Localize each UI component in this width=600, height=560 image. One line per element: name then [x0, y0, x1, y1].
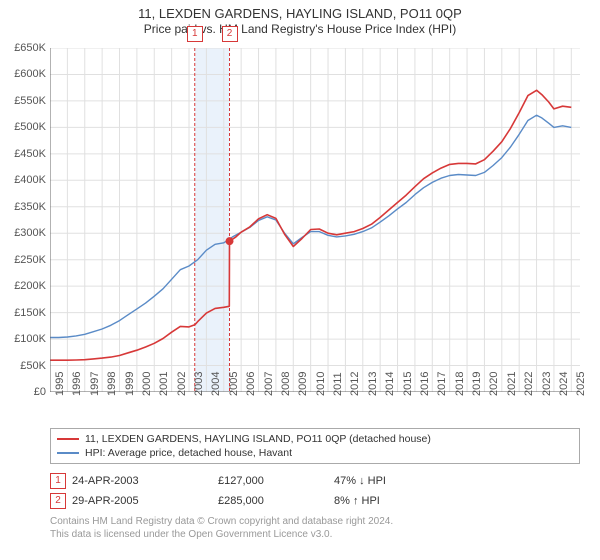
x-tick-label: 2000 [141, 384, 153, 396]
footnote: Contains HM Land Registry data © Crown c… [50, 516, 580, 541]
event-delta: 47% ↓ HPI [334, 475, 434, 487]
x-tick-label: 2006 [245, 384, 257, 396]
chart-titles: 11, LEXDEN GARDENS, HAYLING ISLAND, PO11… [0, 0, 600, 37]
x-tick-label: 1997 [89, 384, 101, 396]
legend-label: HPI: Average price, detached house, Hava… [85, 447, 292, 459]
chart-svg [50, 48, 580, 392]
x-tick-label: 2017 [436, 384, 448, 396]
event-row: 2 29-APR-2005 £285,000 8% ↑ HPI [50, 491, 580, 511]
event-price: £127,000 [218, 475, 328, 487]
y-tick-label: £300K [2, 227, 46, 239]
legend-item: 11, LEXDEN GARDENS, HAYLING ISLAND, PO11… [57, 432, 573, 446]
event-marker: 2 [222, 26, 238, 42]
event-marker-icon: 2 [50, 493, 66, 509]
y-tick-label: £400K [2, 174, 46, 186]
x-tick-label: 2014 [384, 384, 396, 396]
chart-area: £0£50K£100K£150K£200K£250K£300K£350K£400… [50, 48, 580, 392]
x-tick-label: 2004 [210, 384, 222, 396]
x-tick-label: 2005 [228, 384, 240, 396]
x-tick-label: 2001 [158, 384, 170, 396]
title-line-1: 11, LEXDEN GARDENS, HAYLING ISLAND, PO11… [0, 6, 600, 22]
footnote-line-2: This data is licensed under the Open Gov… [50, 529, 580, 542]
y-tick-label: £650K [2, 42, 46, 54]
event-date: 24-APR-2003 [72, 475, 212, 487]
x-tick-label: 1998 [106, 384, 118, 396]
x-tick-label: 2012 [349, 384, 361, 396]
y-tick-label: £150K [2, 307, 46, 319]
y-tick-label: £0 [2, 386, 46, 398]
event-row: 1 24-APR-2003 £127,000 47% ↓ HPI [50, 471, 580, 491]
legend: 11, LEXDEN GARDENS, HAYLING ISLAND, PO11… [50, 428, 580, 464]
x-tick-label: 1996 [71, 384, 83, 396]
y-tick-label: £250K [2, 254, 46, 266]
event-delta: 8% ↑ HPI [334, 495, 434, 507]
x-tick-label: 2015 [402, 384, 414, 396]
x-tick-label: 1999 [124, 384, 136, 396]
x-tick-label: 2010 [315, 384, 327, 396]
y-tick-label: £450K [2, 148, 46, 160]
event-marker: 1 [187, 26, 203, 42]
event-marker-icon: 1 [50, 473, 66, 489]
y-tick-label: £100K [2, 333, 46, 345]
x-tick-label: 2025 [575, 384, 587, 396]
event-price: £285,000 [218, 495, 328, 507]
x-tick-label: 2022 [523, 384, 535, 396]
x-tick-label: 2024 [558, 384, 570, 396]
event-date: 29-APR-2005 [72, 495, 212, 507]
x-tick-label: 1995 [54, 384, 66, 396]
x-tick-label: 2002 [176, 384, 188, 396]
legend-label: 11, LEXDEN GARDENS, HAYLING ISLAND, PO11… [85, 433, 431, 445]
x-tick-label: 2020 [488, 384, 500, 396]
x-tick-label: 2016 [419, 384, 431, 396]
x-tick-label: 2019 [471, 384, 483, 396]
sale-events: 1 24-APR-2003 £127,000 47% ↓ HPI 2 29-APR-200… [50, 471, 580, 511]
x-tick-label: 2003 [193, 384, 205, 396]
title-line-2: Price paid vs. HM Land Registry's House … [0, 22, 600, 37]
x-tick-label: 2013 [367, 384, 379, 396]
y-tick-label: £50K [2, 360, 46, 372]
y-tick-label: £350K [2, 201, 46, 213]
y-tick-label: £550K [2, 95, 46, 107]
legend-swatch [57, 452, 79, 454]
legend-swatch [57, 438, 79, 440]
x-tick-label: 2007 [263, 384, 275, 396]
footnote-line-1: Contains HM Land Registry data © Crown c… [50, 516, 580, 529]
x-tick-label: 2018 [454, 384, 466, 396]
y-tick-label: £600K [2, 68, 46, 80]
x-tick-label: 2009 [297, 384, 309, 396]
y-tick-label: £200K [2, 280, 46, 292]
legend-item: HPI: Average price, detached house, Hava… [57, 446, 573, 460]
x-tick-label: 2008 [280, 384, 292, 396]
y-tick-label: £500K [2, 121, 46, 133]
x-tick-label: 2023 [541, 384, 553, 396]
x-tick-label: 2011 [332, 384, 344, 396]
x-tick-label: 2021 [506, 384, 518, 396]
